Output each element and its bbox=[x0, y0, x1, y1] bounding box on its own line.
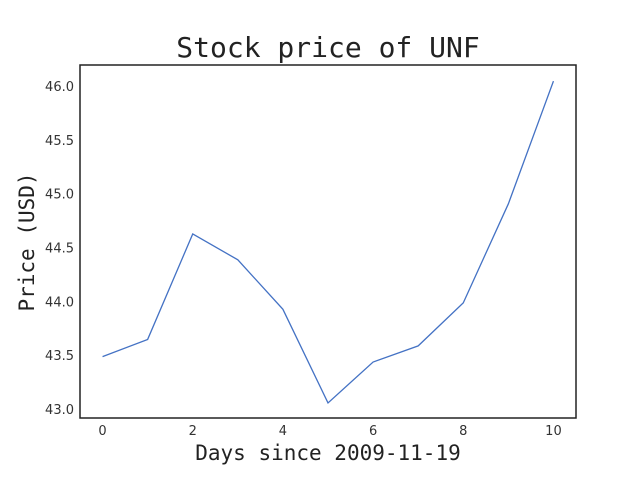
y-tick-label: 44.5 bbox=[45, 241, 74, 256]
y-tick-label: 43.0 bbox=[45, 403, 74, 418]
plot-area: 43.0 43.5 44.0 44.5 45.0 45.5 46.0 0 2 4 6 8 10 bbox=[45, 64, 577, 439]
y-tick-label: 44.0 bbox=[45, 295, 74, 310]
x-tick-label: 2 bbox=[189, 424, 197, 439]
x-tick-label: 0 bbox=[98, 424, 106, 439]
chart-title: Stock price of UNF bbox=[176, 31, 479, 64]
x-tick-label: 4 bbox=[279, 424, 287, 439]
y-tick-label: 45.5 bbox=[45, 134, 74, 149]
x-tick-label: 8 bbox=[459, 424, 467, 439]
price-series-line bbox=[102, 80, 555, 404]
x-axis-label: Days since 2009-11-19 bbox=[195, 441, 461, 465]
plot-frame bbox=[79, 64, 577, 419]
x-tick-label: 6 bbox=[369, 424, 377, 439]
x-tick-label: 10 bbox=[545, 424, 562, 439]
y-axis-label: Price (USD) bbox=[15, 172, 39, 311]
y-tick-label: 45.0 bbox=[45, 188, 74, 203]
y-tick-label: 46.0 bbox=[45, 80, 74, 95]
y-tick-label: 43.5 bbox=[45, 349, 74, 364]
